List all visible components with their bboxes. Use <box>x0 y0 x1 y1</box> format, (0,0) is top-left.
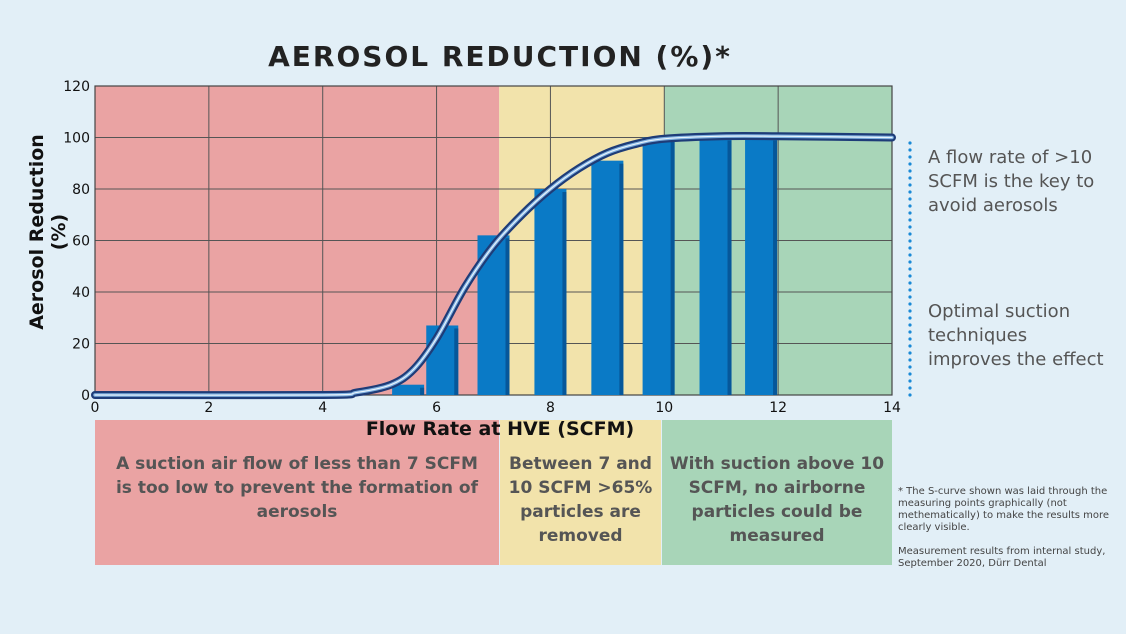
dot <box>908 330 912 334</box>
dot <box>908 337 912 341</box>
dot <box>908 183 912 187</box>
x-tick-label: 4 <box>318 400 327 416</box>
dot <box>908 246 912 250</box>
y-tick-label: 20 <box>72 337 90 353</box>
dot <box>908 295 912 299</box>
bar-shade <box>562 192 567 395</box>
side-note-technique: Optimal suction techniques improves the … <box>928 301 1104 370</box>
x-axis-label: Flow Rate at HVE (SCFM) <box>365 418 635 440</box>
bar-shade <box>727 140 732 395</box>
footnote-source: Measurement results from internal study,… <box>898 546 1106 569</box>
chart-title: AEROSOL REDUCTION (%)* <box>268 40 732 73</box>
bar <box>642 137 675 395</box>
bar-shade <box>420 387 425 395</box>
dot <box>908 302 912 306</box>
bar-shade <box>773 140 778 395</box>
bar <box>591 160 624 395</box>
bar-shade <box>619 163 624 395</box>
dot <box>908 323 912 327</box>
footnote-s-curve: * The S-curve shown was laid through the… <box>898 486 1110 533</box>
dot <box>908 211 912 215</box>
y-tick-label: 40 <box>72 285 90 301</box>
dot <box>908 218 912 222</box>
y-tick-label: 120 <box>63 79 90 95</box>
x-tick-label: 2 <box>204 400 213 416</box>
bar-shade <box>505 238 510 395</box>
zone-red-text: A suction air flow of less than 7 SCFM i… <box>115 454 478 522</box>
dot <box>908 267 912 271</box>
bar <box>534 189 567 395</box>
dot <box>908 141 912 145</box>
dot <box>908 169 912 173</box>
zone-yellow-panel <box>500 420 661 565</box>
dot <box>908 372 912 376</box>
zone-red-panel <box>95 420 499 565</box>
bar <box>426 325 459 395</box>
zone-green-panel <box>662 420 892 565</box>
bar <box>745 137 778 395</box>
s-curve-highlight <box>94 135 893 396</box>
dot <box>908 148 912 152</box>
side-note-flow-rate: A flow rate of >10 SCFM is the key to av… <box>928 147 1095 216</box>
dot <box>908 155 912 159</box>
dot <box>908 190 912 194</box>
dot <box>908 344 912 348</box>
y-tick-label: 80 <box>72 182 90 198</box>
x-tick-label: 8 <box>546 400 555 416</box>
dot <box>908 197 912 201</box>
dot <box>908 316 912 320</box>
y-tick-label: 0 <box>81 388 90 404</box>
bar-shade <box>670 140 675 395</box>
dot <box>908 365 912 369</box>
x-tick-label: 14 <box>883 400 901 416</box>
dot <box>908 309 912 313</box>
dot <box>908 386 912 390</box>
dot <box>908 281 912 285</box>
zone-green-text: With suction above 10 SCFM, no airborne … <box>669 454 885 546</box>
dot <box>908 232 912 236</box>
dot <box>908 239 912 243</box>
y-tick-label: 60 <box>72 234 90 250</box>
y-axis-label: Aerosol Reduction (%) <box>26 134 70 330</box>
x-tick-label: 12 <box>769 400 787 416</box>
x-tick-label: 10 <box>655 400 673 416</box>
zone-yellow-text: Between 7 and 10 SCFM >65% particles are… <box>508 454 653 546</box>
bar-shade <box>454 328 459 395</box>
dot <box>908 379 912 383</box>
dot <box>908 253 912 257</box>
dot <box>908 288 912 292</box>
bar <box>699 137 732 395</box>
x-tick-label: 6 <box>432 400 441 416</box>
dot <box>908 393 912 397</box>
x-tick-label: 0 <box>91 400 100 416</box>
dot <box>908 358 912 362</box>
dot <box>908 204 912 208</box>
dot <box>908 225 912 229</box>
dot <box>908 351 912 355</box>
y-tick-label: 100 <box>63 131 90 147</box>
dot <box>908 176 912 180</box>
dot <box>908 162 912 166</box>
dot <box>908 274 912 278</box>
bar <box>392 384 425 395</box>
dot <box>908 260 912 264</box>
